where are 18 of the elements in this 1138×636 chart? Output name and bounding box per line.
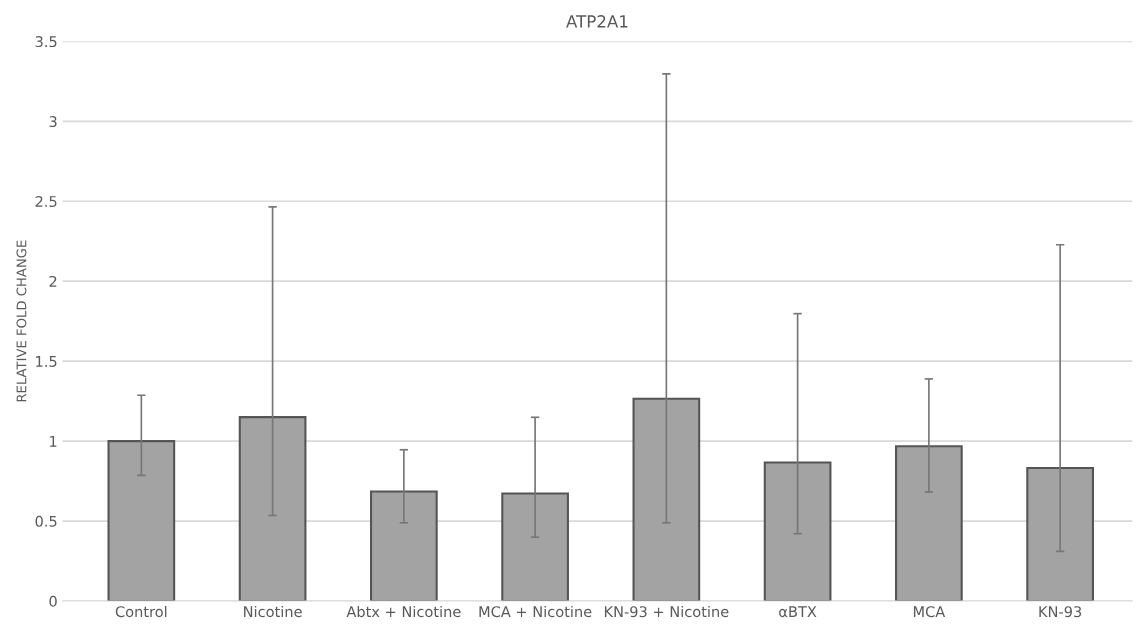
x-tick-label: KN-93 + Nicotine: [604, 605, 729, 618]
x-tick-label: MCA: [913, 606, 946, 618]
x-tick-label: αBTX: [779, 606, 817, 618]
x-tick-label: Abtx + Nicotine: [346, 605, 461, 618]
y-tick-label: 2.5: [35, 195, 57, 207]
x-tick-label: KN-93: [1039, 606, 1082, 618]
x-tick-label: Nicotine: [244, 605, 302, 618]
x-tick-label: Control: [115, 605, 167, 618]
y-axis-title: RELATIVE FOLD CHANGE: [16, 240, 27, 402]
x-tick-label: MCA + Nicotine: [479, 605, 592, 618]
y-tick-label: 0: [49, 595, 57, 607]
chart-title: ATP2A1: [566, 15, 628, 28]
y-tick-label: 1: [50, 436, 57, 447]
y-tick-label: 0.5: [35, 515, 57, 527]
y-tick-label: 2: [49, 275, 57, 287]
y-tick-label: 3.5: [35, 36, 57, 48]
y-tick-label: 3: [49, 116, 57, 128]
y-tick-label: 1.5: [36, 356, 57, 367]
